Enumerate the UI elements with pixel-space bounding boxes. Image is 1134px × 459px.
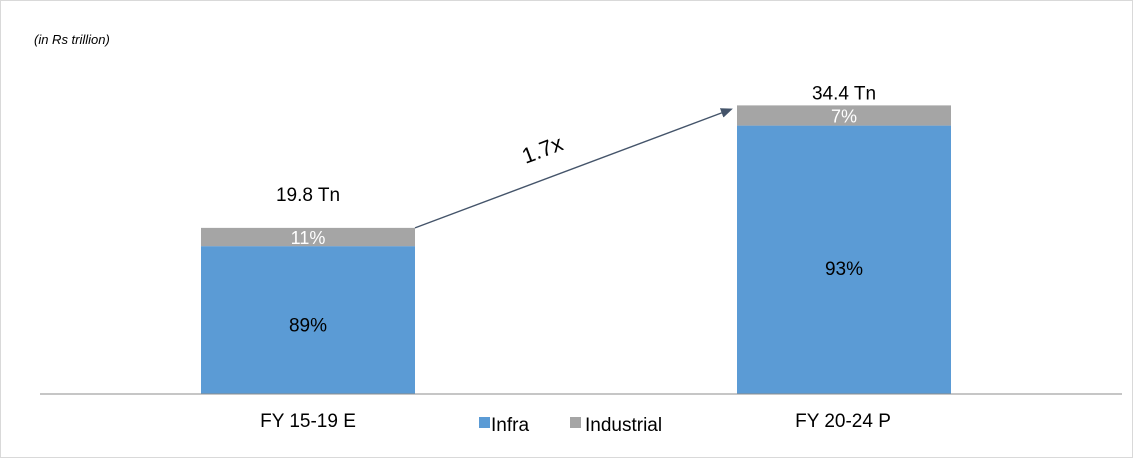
category-label-2: FY 20-24 P — [795, 411, 891, 432]
legend-label-industrial: Industrial — [585, 415, 662, 436]
bar-infra-2 — [737, 125, 951, 394]
total-label-2: 34.4 Tn — [812, 83, 876, 104]
label-industrial-1: 11% — [291, 228, 326, 248]
label-infra-2: 93% — [825, 259, 863, 280]
legend-label-infra: Infra — [491, 415, 529, 436]
category-label-1: FY 15-19 E — [260, 411, 356, 432]
legend-swatch-infra — [479, 417, 490, 428]
label-industrial-2: 7% — [831, 106, 857, 126]
legend: Infra Industrial — [479, 415, 662, 436]
growth-label: 1.7x — [518, 131, 566, 169]
legend-swatch-industrial — [570, 417, 581, 428]
growth-arrow — [414, 108, 733, 229]
label-infra-1: 89% — [289, 316, 327, 337]
bars-layer: 89% 11% 19.8 Tn 93% 7%34.4 Tn — [201, 83, 951, 394]
bar-infra-1 — [201, 246, 415, 394]
unit-note: (in Rs trillion) — [34, 32, 110, 47]
total-label-1: 19.8 Tn — [276, 185, 340, 206]
bar-industrial-1 — [201, 227, 415, 247]
bar-industrial-2 — [737, 105, 951, 126]
